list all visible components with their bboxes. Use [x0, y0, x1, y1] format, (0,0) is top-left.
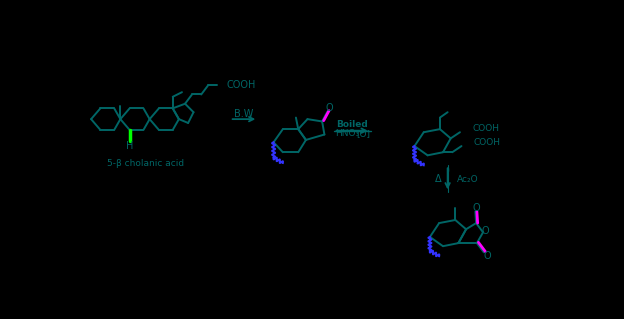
Text: Boiled: Boiled [336, 120, 368, 129]
Text: COOH: COOH [474, 138, 501, 147]
Text: Δ: Δ [435, 174, 441, 184]
Text: 5-β cholanic acid: 5-β cholanic acid [107, 159, 183, 167]
Text: B.W: B.W [234, 109, 253, 119]
Text: O: O [472, 203, 480, 213]
Text: HNO₃: HNO₃ [334, 129, 359, 138]
Text: H: H [126, 141, 134, 151]
Text: O: O [326, 103, 334, 113]
Text: [O]: [O] [356, 129, 370, 138]
Text: COOH: COOH [472, 124, 499, 133]
Text: Ac₂O: Ac₂O [457, 175, 479, 184]
Text: O: O [483, 251, 490, 261]
Text: COOH: COOH [227, 80, 256, 90]
Text: O: O [482, 226, 489, 236]
